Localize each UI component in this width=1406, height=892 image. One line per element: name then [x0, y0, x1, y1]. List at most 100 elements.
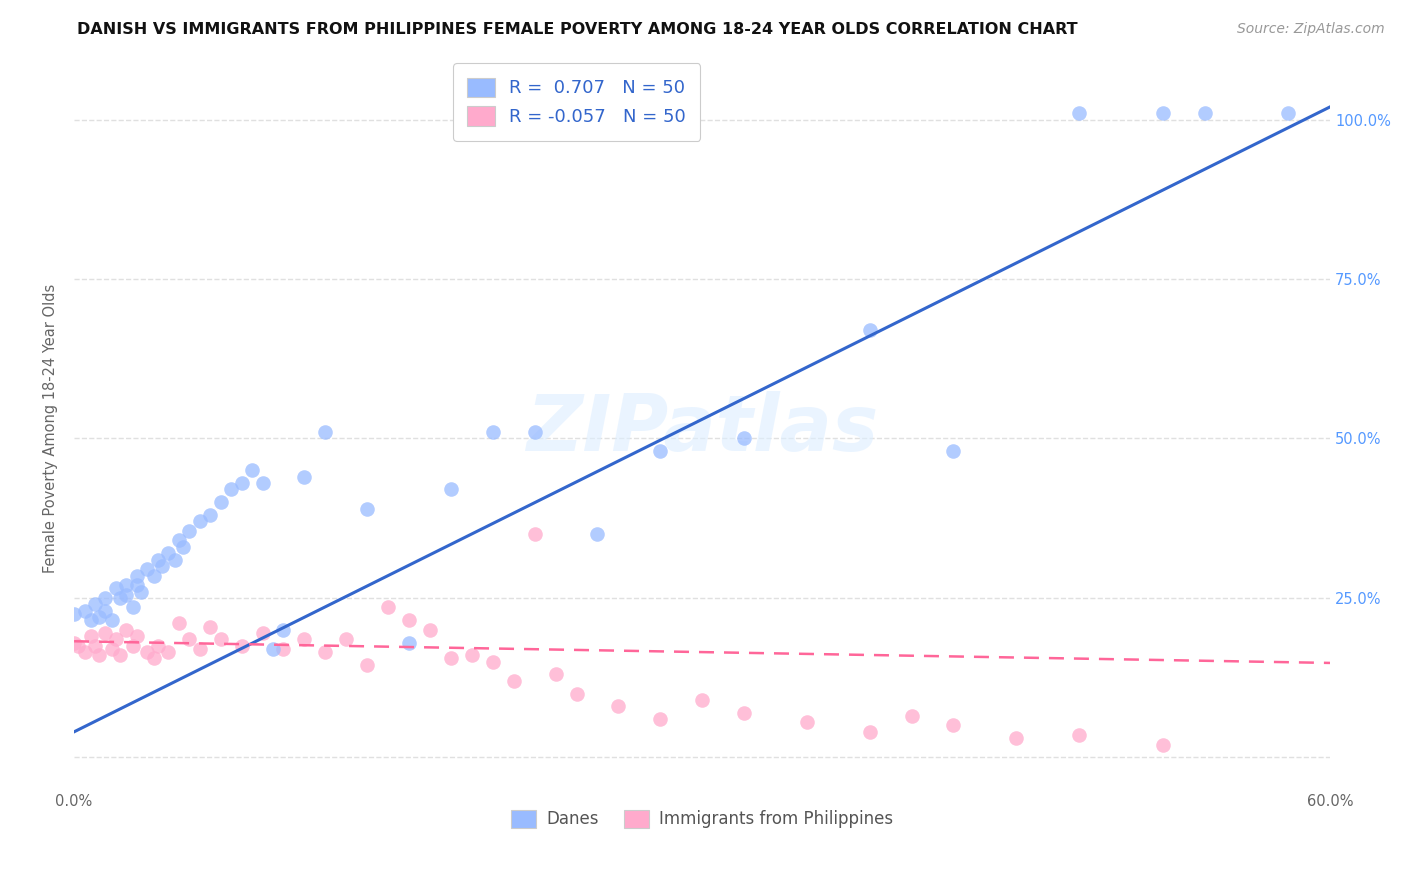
Point — [733, 432, 755, 446]
Point — [172, 540, 194, 554]
Point — [1152, 106, 1174, 120]
Point — [115, 588, 138, 602]
Point — [398, 613, 420, 627]
Point — [440, 651, 463, 665]
Text: ZIPatlas: ZIPatlas — [526, 391, 879, 467]
Point — [1194, 106, 1216, 120]
Point — [89, 610, 111, 624]
Point — [240, 463, 263, 477]
Point — [733, 706, 755, 720]
Point — [1152, 738, 1174, 752]
Text: Source: ZipAtlas.com: Source: ZipAtlas.com — [1237, 22, 1385, 37]
Point — [121, 639, 143, 653]
Point — [900, 709, 922, 723]
Point — [167, 616, 190, 631]
Point — [252, 476, 274, 491]
Point — [482, 655, 505, 669]
Point — [115, 623, 138, 637]
Point — [157, 546, 180, 560]
Point — [356, 657, 378, 672]
Point — [859, 323, 882, 337]
Point — [80, 613, 103, 627]
Point — [150, 559, 173, 574]
Point — [209, 495, 232, 509]
Point — [398, 635, 420, 649]
Point — [157, 645, 180, 659]
Point — [80, 629, 103, 643]
Point — [142, 568, 165, 582]
Text: DANISH VS IMMIGRANTS FROM PHILIPPINES FEMALE POVERTY AMONG 18-24 YEAR OLDS CORRE: DANISH VS IMMIGRANTS FROM PHILIPPINES FE… — [77, 22, 1078, 37]
Point — [544, 667, 567, 681]
Point — [188, 514, 211, 528]
Point — [179, 632, 201, 647]
Point — [440, 483, 463, 497]
Point — [523, 425, 546, 439]
Point — [121, 600, 143, 615]
Point — [1067, 728, 1090, 742]
Point — [1277, 106, 1299, 120]
Point — [690, 693, 713, 707]
Point — [461, 648, 484, 663]
Point — [942, 718, 965, 732]
Point — [565, 687, 588, 701]
Point — [586, 527, 609, 541]
Point — [650, 444, 672, 458]
Point — [1005, 731, 1028, 746]
Point — [146, 639, 169, 653]
Legend: Danes, Immigrants from Philippines: Danes, Immigrants from Philippines — [505, 803, 900, 835]
Point — [67, 639, 90, 653]
Point — [188, 641, 211, 656]
Point — [89, 648, 111, 663]
Point — [125, 568, 148, 582]
Point — [94, 626, 117, 640]
Point — [73, 604, 96, 618]
Point — [163, 552, 186, 566]
Point — [273, 641, 295, 656]
Point — [142, 651, 165, 665]
Point — [796, 715, 818, 730]
Point — [231, 639, 253, 653]
Point — [219, 483, 242, 497]
Point — [335, 632, 357, 647]
Point — [482, 425, 505, 439]
Point — [94, 591, 117, 605]
Point — [273, 623, 295, 637]
Point — [63, 607, 86, 621]
Point — [94, 604, 117, 618]
Point — [502, 673, 524, 688]
Point — [125, 578, 148, 592]
Point — [209, 632, 232, 647]
Point — [314, 645, 336, 659]
Point — [252, 626, 274, 640]
Point — [650, 712, 672, 726]
Point — [607, 699, 630, 714]
Point — [179, 524, 201, 538]
Point — [129, 584, 152, 599]
Point — [84, 639, 107, 653]
Point — [136, 645, 159, 659]
Point — [377, 600, 399, 615]
Point — [523, 527, 546, 541]
Point — [198, 508, 221, 522]
Point — [859, 724, 882, 739]
Point — [73, 645, 96, 659]
Point — [146, 552, 169, 566]
Point — [292, 469, 315, 483]
Point — [104, 632, 127, 647]
Point — [262, 641, 284, 656]
Point — [108, 648, 131, 663]
Point — [231, 476, 253, 491]
Point — [292, 632, 315, 647]
Point — [108, 591, 131, 605]
Point — [101, 613, 124, 627]
Point — [84, 597, 107, 611]
Point — [198, 619, 221, 633]
Point — [115, 578, 138, 592]
Point — [1067, 106, 1090, 120]
Point — [104, 582, 127, 596]
Point — [167, 533, 190, 548]
Point — [101, 641, 124, 656]
Point — [356, 501, 378, 516]
Y-axis label: Female Poverty Among 18-24 Year Olds: Female Poverty Among 18-24 Year Olds — [44, 285, 58, 574]
Point — [63, 635, 86, 649]
